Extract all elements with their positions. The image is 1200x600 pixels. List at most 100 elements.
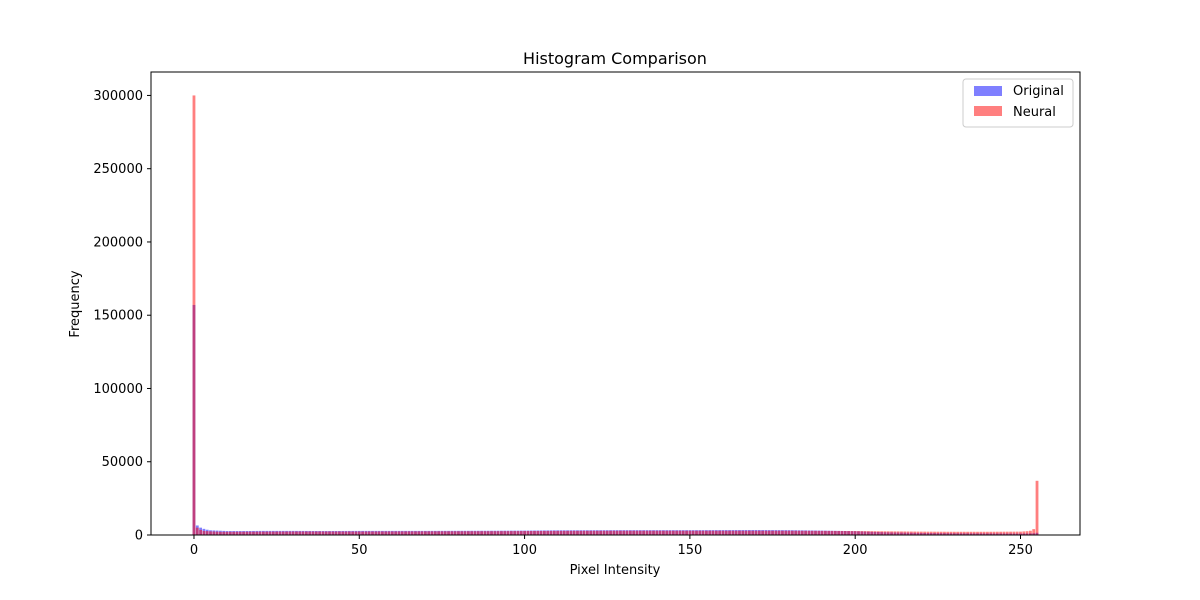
bar-neural-59: [387, 531, 391, 535]
bar-neural-228: [946, 531, 950, 535]
bar-neural-233: [962, 531, 966, 535]
bar-neural-93: [500, 531, 503, 535]
bar-neural-164: [734, 530, 738, 535]
bar-neural-111: [559, 530, 563, 535]
bar-neural-222: [926, 531, 930, 535]
bar-neural-81: [460, 531, 464, 535]
legend-label-neural: Neural: [1013, 105, 1056, 120]
bar-neural-224: [933, 531, 936, 535]
bar-neural-234: [966, 531, 969, 535]
bar-neural-184: [800, 530, 804, 535]
bar-neural-61: [394, 531, 398, 535]
y-tick-label: 0: [135, 529, 143, 544]
bar-neural-13: [235, 531, 239, 535]
bar-neural-208: [880, 531, 884, 535]
bar-neural-199: [850, 531, 854, 535]
bar-neural-12: [232, 531, 236, 535]
bar-neural-63: [400, 531, 404, 535]
bar-neural-132: [628, 530, 632, 535]
bar-neural-249: [1015, 531, 1019, 535]
bar-neural-34: [304, 531, 308, 535]
bar-neural-180: [787, 530, 791, 535]
bar-neural-72: [430, 531, 434, 535]
bar-neural-157: [711, 530, 715, 535]
bar-neural-179: [784, 530, 788, 535]
bar-neural-75: [440, 531, 444, 535]
y-axis: 0 50000 100000 150000 200000 250000 300000: [93, 89, 151, 544]
bar-neural-30: [291, 531, 295, 535]
bar-neural-191: [824, 530, 827, 535]
bar-neural-159: [718, 530, 722, 535]
legend-swatch-original: [974, 86, 1002, 96]
bar-neural-43: [334, 531, 338, 535]
bar-neural-94: [503, 531, 507, 535]
bar-neural-29: [288, 531, 292, 535]
bar-neural-156: [708, 530, 712, 535]
bar-neural-158: [714, 530, 718, 535]
bar-neural-172: [761, 530, 765, 535]
bar-neural-5: [209, 531, 212, 535]
bar-neural-10: [225, 531, 229, 535]
x-tick-label: 100: [512, 543, 537, 558]
bar-neural-214: [900, 531, 903, 535]
bar-neural-209: [883, 531, 887, 535]
bar-neural-49: [354, 531, 358, 535]
bar-neural-155: [705, 530, 708, 535]
bar-neural-6: [212, 531, 216, 535]
bar-neural-73: [433, 531, 437, 535]
bar-neural-176: [774, 530, 778, 535]
bar-neural-248: [1012, 531, 1016, 535]
bar-neural-117: [579, 530, 583, 535]
bar-neural-45: [341, 531, 345, 535]
bar-neural-109: [552, 530, 556, 535]
bar-neural-148: [681, 530, 685, 535]
bar-neural-207: [876, 531, 880, 535]
bar-neural-68: [417, 531, 421, 535]
bar-neural-235: [969, 531, 973, 535]
bar-neural-162: [728, 530, 731, 535]
y-tick-label: 150000: [93, 309, 143, 324]
bar-neural-212: [893, 531, 897, 535]
bar-neural-171: [757, 530, 761, 535]
bar-neural-251: [1022, 531, 1026, 535]
bar-neural-107: [546, 530, 550, 535]
bar-neural-201: [857, 531, 860, 535]
bar-neural-215: [903, 531, 907, 535]
bar-neural-151: [691, 530, 695, 535]
bar-neural-195: [837, 530, 841, 535]
bar-neural-90: [490, 531, 493, 535]
bar-neural-42: [331, 531, 335, 535]
bar-neural-123: [599, 530, 603, 535]
bar-neural-47: [347, 531, 351, 535]
bar-neural-254: [1032, 529, 1036, 535]
bar-neural-221: [923, 531, 927, 535]
bar-neural-79: [453, 531, 457, 535]
bar-neural-174: [767, 530, 771, 535]
bar-neural-22: [265, 531, 269, 535]
bar-neural-121: [592, 530, 596, 535]
bar-neural-48: [351, 531, 355, 535]
bar-neural-133: [632, 530, 636, 535]
bar-neural-206: [873, 531, 877, 535]
x-tick-label: 150: [677, 543, 702, 558]
bar-neural-38: [318, 531, 322, 535]
bar-neural-173: [764, 530, 768, 535]
bar-neural-136: [642, 530, 646, 535]
bar-neural-152: [695, 530, 698, 535]
bars-layer: [192, 95, 1039, 535]
bar-neural-104: [536, 530, 540, 535]
bar-neural-166: [741, 530, 745, 535]
bar-neural-80: [457, 531, 460, 535]
bar-neural-194: [833, 530, 837, 535]
bar-neural-213: [896, 531, 900, 535]
bar-neural-165: [738, 530, 741, 535]
bar-neural-226: [939, 531, 943, 535]
bar-neural-196: [840, 530, 844, 535]
bar-neural-11: [228, 531, 232, 535]
bar-neural-218: [913, 531, 917, 535]
bar-neural-116: [576, 530, 579, 535]
bar-neural-131: [625, 530, 629, 535]
bar-neural-185: [804, 530, 807, 535]
bar-neural-147: [678, 530, 682, 535]
bar-neural-66: [410, 531, 414, 535]
